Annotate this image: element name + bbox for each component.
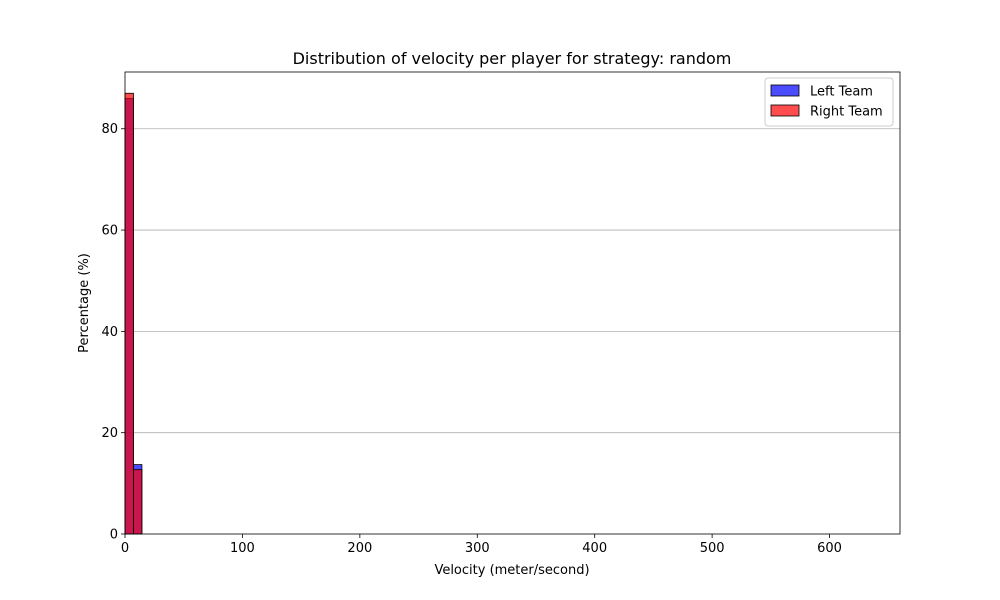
- x-tick-label: 0: [121, 541, 129, 556]
- x-tick-label: 100: [230, 541, 255, 556]
- legend: Left Team Right Team: [764, 77, 894, 127]
- y-tick-label: 80: [101, 122, 118, 137]
- y-tick-label: 40: [101, 325, 118, 340]
- x-tick-label: 400: [582, 541, 607, 556]
- histogram-bar-right-team: [124, 92, 134, 535]
- x-tick-label: 600: [817, 541, 842, 556]
- legend-swatch: [770, 104, 800, 117]
- y-tick-label: 0: [110, 528, 118, 543]
- legend-swatch: [770, 84, 800, 97]
- y-tick-label: 60: [101, 224, 118, 239]
- bars-layer: [124, 92, 143, 535]
- y-tick-label: 20: [101, 426, 118, 441]
- legend-label: Left Team: [810, 85, 873, 100]
- legend-entries: Left Team Right Team: [770, 84, 883, 120]
- axes-layer: 0 20 40 60 80 0 100 200 300 400 500 600: [101, 71, 901, 556]
- x-tick-label: 500: [700, 541, 725, 556]
- plot-frame: [124, 71, 901, 535]
- x-tick-label: 300: [465, 541, 490, 556]
- grid-layer: [125, 128, 900, 434]
- histogram-bar-right-team: [133, 469, 143, 535]
- y-axis-label: Percentage (%): [77, 253, 92, 353]
- legend-label: Right Team: [810, 105, 883, 120]
- x-tick-label: 200: [347, 541, 372, 556]
- chart-title: Distribution of velocity per player for …: [293, 49, 732, 68]
- x-axis-label: Velocity (meter/second): [434, 563, 589, 578]
